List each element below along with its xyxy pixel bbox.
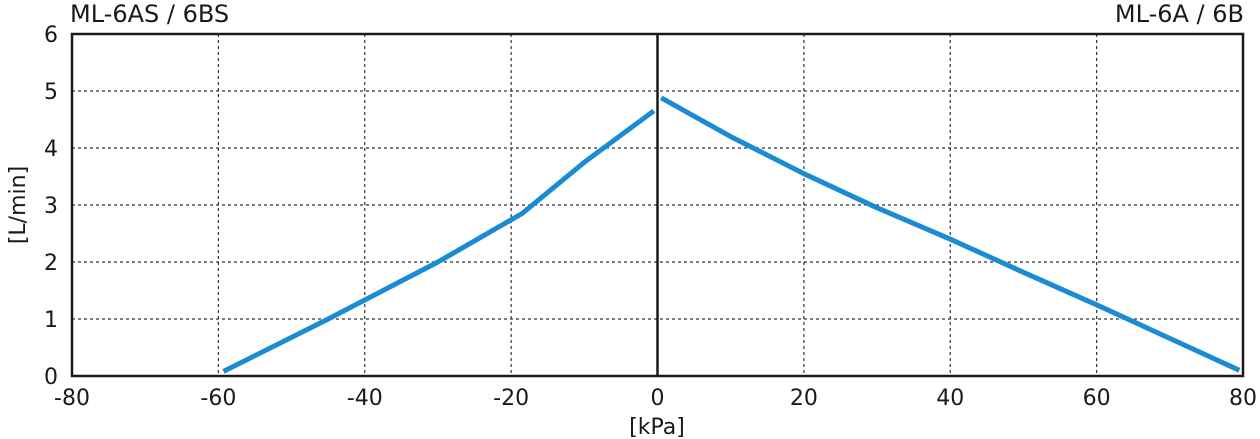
series-line-2 bbox=[659, 95, 1241, 373]
y-tick-label: 4 bbox=[44, 137, 58, 162]
x-tick-label: 20 bbox=[790, 386, 818, 411]
y-axis-label: [L/min] bbox=[6, 166, 31, 244]
x-tick-label: 80 bbox=[1229, 386, 1257, 411]
x-tick-label: 0 bbox=[651, 386, 665, 411]
right-title: ML-6A / 6B bbox=[1115, 0, 1244, 28]
y-tick-label: 5 bbox=[44, 80, 58, 105]
x-tick-label: -60 bbox=[200, 386, 236, 411]
grid-lines bbox=[72, 34, 1243, 376]
x-tick-label: -80 bbox=[54, 386, 90, 411]
x-tick-label: 40 bbox=[936, 386, 964, 411]
x-tick-label: 60 bbox=[1083, 386, 1111, 411]
x-axis-label: [kPa] bbox=[629, 415, 685, 439]
y-tick-label: 6 bbox=[44, 23, 58, 48]
x-tick-labels: -80 -60 -40 -20 0 20 40 60 80 bbox=[54, 386, 1257, 411]
y-tick-label: 1 bbox=[44, 308, 58, 333]
y-tick-label: 3 bbox=[44, 194, 58, 219]
y-tick-labels: 0 1 2 3 4 5 6 bbox=[44, 23, 58, 390]
y-tick-label: 2 bbox=[44, 251, 58, 276]
series-line-1 bbox=[222, 108, 656, 374]
y-tick-label: 0 bbox=[44, 365, 58, 390]
x-tick-label: -40 bbox=[347, 386, 383, 411]
plot-frame bbox=[70, 32, 1245, 378]
left-title: ML-6AS / 6BS bbox=[70, 0, 229, 28]
x-tick-label: -20 bbox=[493, 386, 529, 411]
data-series bbox=[222, 95, 1241, 374]
